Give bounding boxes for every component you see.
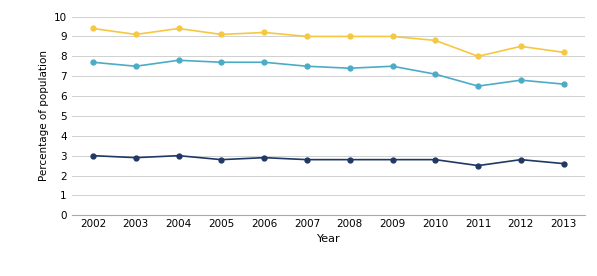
Alcohol — [346, 67, 353, 70]
Illicit drugs — [133, 156, 140, 159]
Alcohol — [303, 65, 310, 68]
Alcohol — [518, 78, 525, 82]
Illicit drugs or alcohol — [518, 45, 525, 48]
Illicit drugs or alcohol — [560, 51, 567, 54]
Alcohol — [475, 84, 482, 88]
Alcohol — [218, 61, 225, 64]
Illicit drugs or alcohol — [303, 35, 310, 38]
Illicit drugs — [389, 158, 396, 161]
Illicit drugs or alcohol — [261, 31, 268, 34]
Illicit drugs — [175, 154, 182, 157]
Y-axis label: Percentage of population: Percentage of population — [39, 51, 50, 181]
Illicit drugs — [261, 156, 268, 159]
Illicit drugs or alcohol — [90, 27, 97, 30]
Alcohol — [133, 65, 140, 68]
Illicit drugs — [560, 162, 567, 165]
Illicit drugs or alcohol — [133, 33, 140, 36]
Illicit drugs — [303, 158, 310, 161]
Alcohol — [389, 65, 396, 68]
Line: Illicit drugs or alcohol: Illicit drugs or alcohol — [91, 26, 566, 59]
Alcohol — [560, 83, 567, 86]
Line: Alcohol: Alcohol — [91, 58, 566, 89]
Alcohol — [175, 59, 182, 62]
Alcohol — [261, 61, 268, 64]
Illicit drugs — [475, 164, 482, 167]
X-axis label: Year: Year — [316, 233, 340, 244]
Illicit drugs — [518, 158, 525, 161]
Illicit drugs or alcohol — [218, 33, 225, 36]
Illicit drugs or alcohol — [346, 35, 353, 38]
Illicit drugs or alcohol — [389, 35, 396, 38]
Illicit drugs — [432, 158, 439, 161]
Illicit drugs or alcohol — [432, 39, 439, 42]
Alcohol — [432, 73, 439, 76]
Alcohol — [90, 61, 97, 64]
Illicit drugs — [90, 154, 97, 157]
Illicit drugs — [218, 158, 225, 161]
Illicit drugs or alcohol — [175, 27, 182, 30]
Illicit drugs — [346, 158, 353, 161]
Line: Illicit drugs: Illicit drugs — [91, 153, 566, 168]
Illicit drugs or alcohol — [475, 55, 482, 58]
